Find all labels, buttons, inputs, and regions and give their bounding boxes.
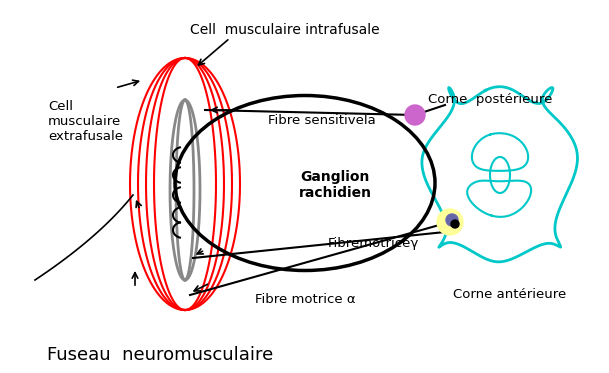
Circle shape <box>405 105 425 125</box>
Text: Fibremotriceγ: Fibremotriceγ <box>328 236 420 250</box>
Text: Corne antérieure: Corne antérieure <box>453 288 566 301</box>
Text: Fibre sensitiveIa: Fibre sensitiveIa <box>268 113 376 126</box>
Text: Cell  musculaire intrafusale: Cell musculaire intrafusale <box>190 23 380 37</box>
Circle shape <box>437 209 463 235</box>
Text: Fibre motrice α: Fibre motrice α <box>255 293 355 306</box>
Circle shape <box>451 220 459 228</box>
Text: Corne  postérieure: Corne postérieure <box>428 94 552 107</box>
Text: Cell
musculaire
extrafusale: Cell musculaire extrafusale <box>48 100 123 143</box>
Text: Fuseau  neuromusculaire: Fuseau neuromusculaire <box>47 346 273 364</box>
Circle shape <box>446 214 458 226</box>
Text: Ganglion
rachidien: Ganglion rachidien <box>298 170 371 200</box>
